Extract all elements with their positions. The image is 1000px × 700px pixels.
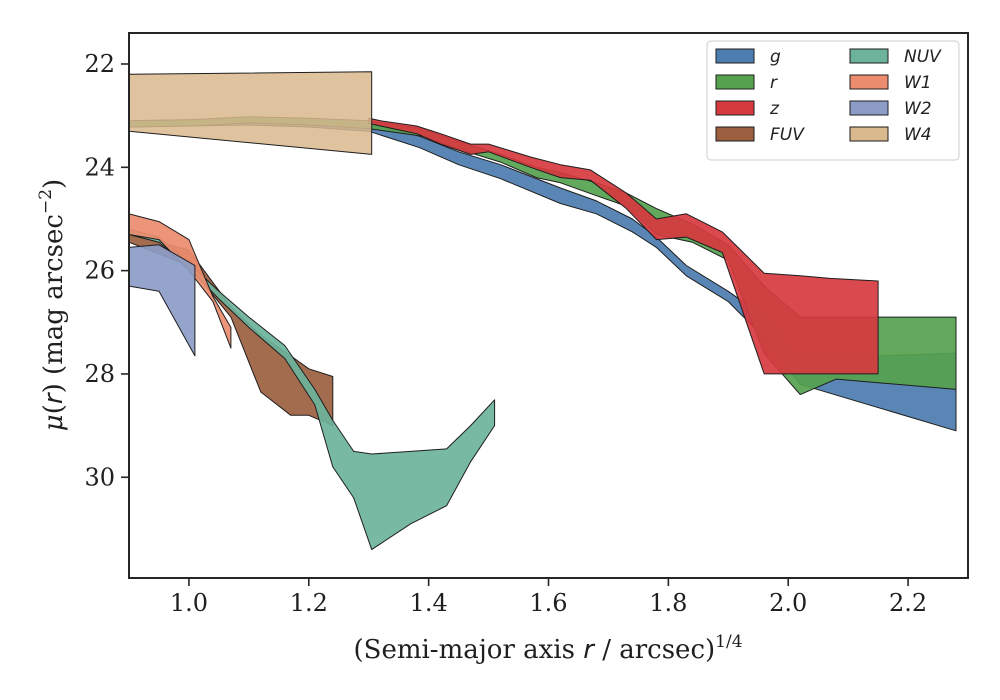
y-tick-label: 22 bbox=[84, 50, 115, 78]
legend-label-nuv: NUV bbox=[904, 47, 942, 67]
series-band-nuv bbox=[129, 228, 496, 551]
legend-swatch-nuv bbox=[849, 48, 889, 64]
legend-label-fuv: FUV bbox=[770, 125, 805, 145]
legend-swatch-w2 bbox=[849, 100, 889, 116]
series-band-z bbox=[368, 117, 879, 375]
y-axis: 22 24 26 28 30 bbox=[84, 50, 129, 491]
y-axis-label: μ(r) (mag arcsec−2) bbox=[36, 179, 69, 431]
x-tick-label: 1.8 bbox=[649, 589, 687, 617]
legend-swatch-w4 bbox=[849, 126, 889, 142]
x-tick-label: 1.2 bbox=[290, 589, 328, 617]
y-tick-label: 30 bbox=[84, 463, 115, 491]
x-tick-label: 1.4 bbox=[410, 589, 448, 617]
legend-label-w2: W2 bbox=[904, 99, 932, 119]
legend-label-w4: W4 bbox=[904, 125, 932, 145]
legend-swatch-g bbox=[715, 48, 755, 64]
legend-swatch-z bbox=[715, 100, 755, 116]
legend-label-r: r bbox=[770, 73, 778, 93]
legend-frame bbox=[706, 40, 960, 161]
x-tick-label: 2.0 bbox=[769, 589, 807, 617]
x-tick-label: 1.6 bbox=[529, 589, 567, 617]
y-tick-label: 26 bbox=[84, 257, 115, 285]
series-layer bbox=[129, 71, 957, 551]
legend-label-z: z bbox=[769, 99, 780, 119]
legend-swatch-r bbox=[715, 74, 755, 90]
y-tick-label: 28 bbox=[84, 360, 115, 388]
legend-swatch-fuv bbox=[715, 126, 755, 142]
x-tick-label: 1.0 bbox=[170, 589, 208, 617]
x-axis: 1.0 1.2 1.4 1.6 1.8 2.0 2.2 bbox=[170, 578, 927, 617]
series-band-w2 bbox=[129, 244, 196, 357]
legend-swatch-w1 bbox=[849, 74, 889, 90]
series-band-w1 bbox=[129, 213, 232, 349]
series-band-w4 bbox=[129, 71, 373, 155]
y-tick-label: 24 bbox=[84, 153, 115, 181]
x-tick-label: 2.2 bbox=[889, 589, 927, 617]
series-band-g bbox=[129, 117, 957, 432]
x-axis-label: (Semi-major axis r / arcsec)1/4 bbox=[353, 632, 742, 665]
legend-label-w1: W1 bbox=[904, 73, 932, 93]
legend: grz FUV NUV W1 W2 W4 bbox=[706, 40, 960, 161]
legend-label-g: g bbox=[770, 47, 781, 67]
